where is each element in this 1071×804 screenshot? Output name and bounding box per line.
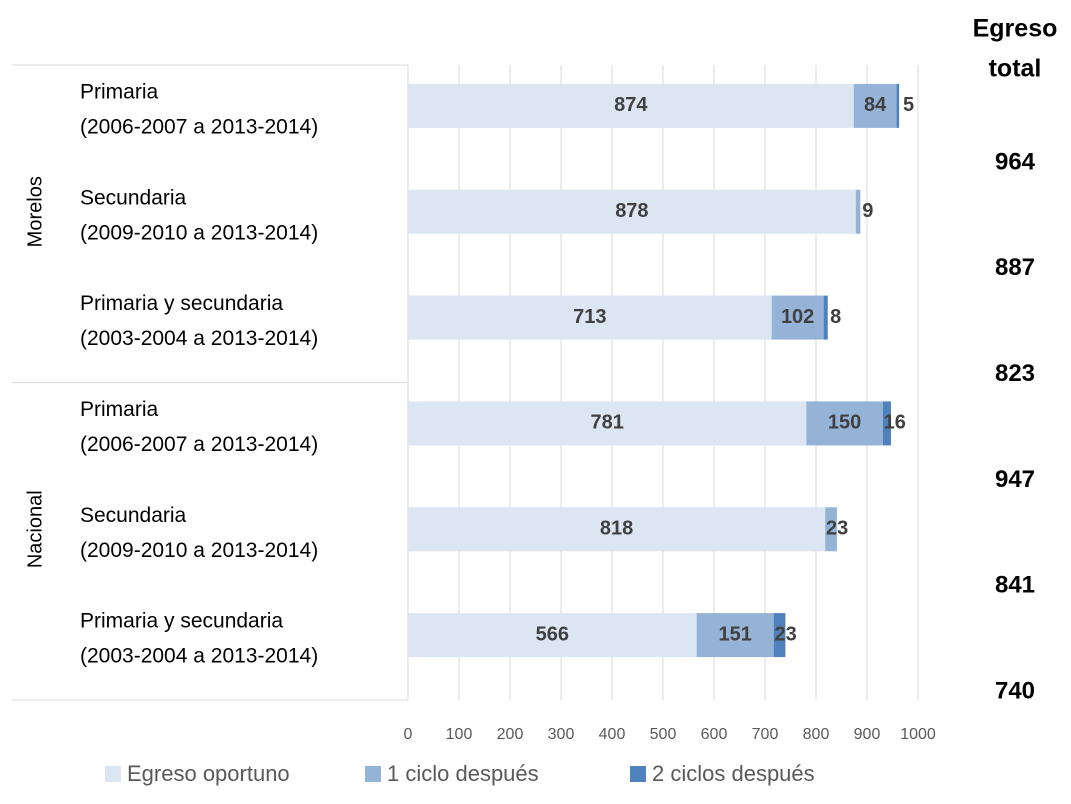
data-label: 84 — [864, 94, 887, 116]
total-header: total — [989, 55, 1042, 83]
data-label: 16 — [884, 412, 906, 434]
x-tick-label: 600 — [701, 726, 728, 743]
legend-label: 2 ciclos después — [652, 761, 815, 786]
data-label: 151 — [718, 623, 751, 645]
x-tick-label: 700 — [752, 726, 779, 743]
bar-segment — [853, 83, 897, 128]
bar-segment — [408, 507, 826, 552]
category-label: Primaria — [80, 398, 158, 421]
category-label: (2006-2007 a 2013-2014) — [80, 433, 318, 456]
data-label: 9 — [862, 200, 873, 222]
x-tick-label: 0 — [404, 726, 413, 743]
x-tick-label: 400 — [599, 726, 626, 743]
x-tick-label: 200 — [497, 726, 524, 743]
data-label: 5 — [903, 94, 914, 116]
total-label: 964 — [995, 148, 1036, 175]
data-label: 874 — [614, 94, 648, 116]
group-label: Nacional — [24, 490, 46, 568]
x-tick-label: 500 — [650, 726, 677, 743]
data-label: 566 — [536, 623, 569, 645]
bar-segment — [771, 295, 824, 340]
bar-segment — [896, 83, 900, 128]
data-label: 781 — [590, 412, 623, 434]
data-label: 713 — [573, 306, 606, 328]
bar-segment — [823, 295, 828, 340]
bar-segment — [408, 295, 772, 340]
x-tick-label: 800 — [803, 726, 830, 743]
category-label: Primaria y secundaria — [80, 610, 283, 633]
x-tick-label: 900 — [854, 726, 881, 743]
bar-segment — [855, 189, 861, 234]
total-label: 947 — [995, 466, 1035, 493]
data-label: 23 — [826, 518, 848, 540]
bar-segment — [806, 401, 883, 446]
bar-segment — [408, 189, 856, 234]
category-label: (2009-2010 a 2013-2014) — [80, 221, 318, 244]
group-label: Morelos — [24, 176, 46, 247]
data-label: 102 — [781, 306, 814, 328]
category-label: (2006-2007 a 2013-2014) — [80, 115, 318, 138]
bar-segment — [825, 507, 837, 552]
bar-segment — [408, 401, 807, 446]
bar-segment — [408, 613, 697, 658]
legend-swatch — [365, 766, 381, 782]
category-label: Secundaria — [80, 504, 187, 527]
data-label: 818 — [600, 518, 633, 540]
total-label: 841 — [995, 572, 1035, 599]
category-label: (2003-2004 a 2013-2014) — [80, 327, 318, 350]
category-label: Primaria — [80, 80, 158, 103]
category-label: (2009-2010 a 2013-2014) — [80, 539, 318, 562]
total-label: 823 — [995, 360, 1035, 387]
bar-segment — [882, 401, 891, 446]
total-label: 740 — [995, 677, 1035, 704]
legend-label: 1 ciclo después — [387, 761, 539, 786]
legend-swatch — [105, 766, 121, 782]
legend-label: Egreso oportuno — [127, 761, 290, 786]
legend-swatch — [630, 766, 646, 782]
data-label: 150 — [828, 412, 861, 434]
category-label: Primaria y secundaria — [80, 292, 283, 315]
total-header: Egreso — [973, 15, 1058, 43]
data-label: 878 — [615, 200, 648, 222]
bar-segment — [408, 83, 854, 128]
x-tick-label: 100 — [446, 726, 473, 743]
x-tick-label: 300 — [548, 726, 575, 743]
category-label: (2003-2004 a 2013-2014) — [80, 645, 318, 668]
total-label: 887 — [995, 254, 1035, 281]
x-tick-label: 1000 — [900, 726, 936, 743]
data-label: 23 — [775, 623, 797, 645]
category-label: Secundaria — [80, 186, 187, 209]
bar-segment — [773, 613, 786, 658]
bar-segment — [696, 613, 774, 658]
data-label: 8 — [830, 306, 841, 328]
